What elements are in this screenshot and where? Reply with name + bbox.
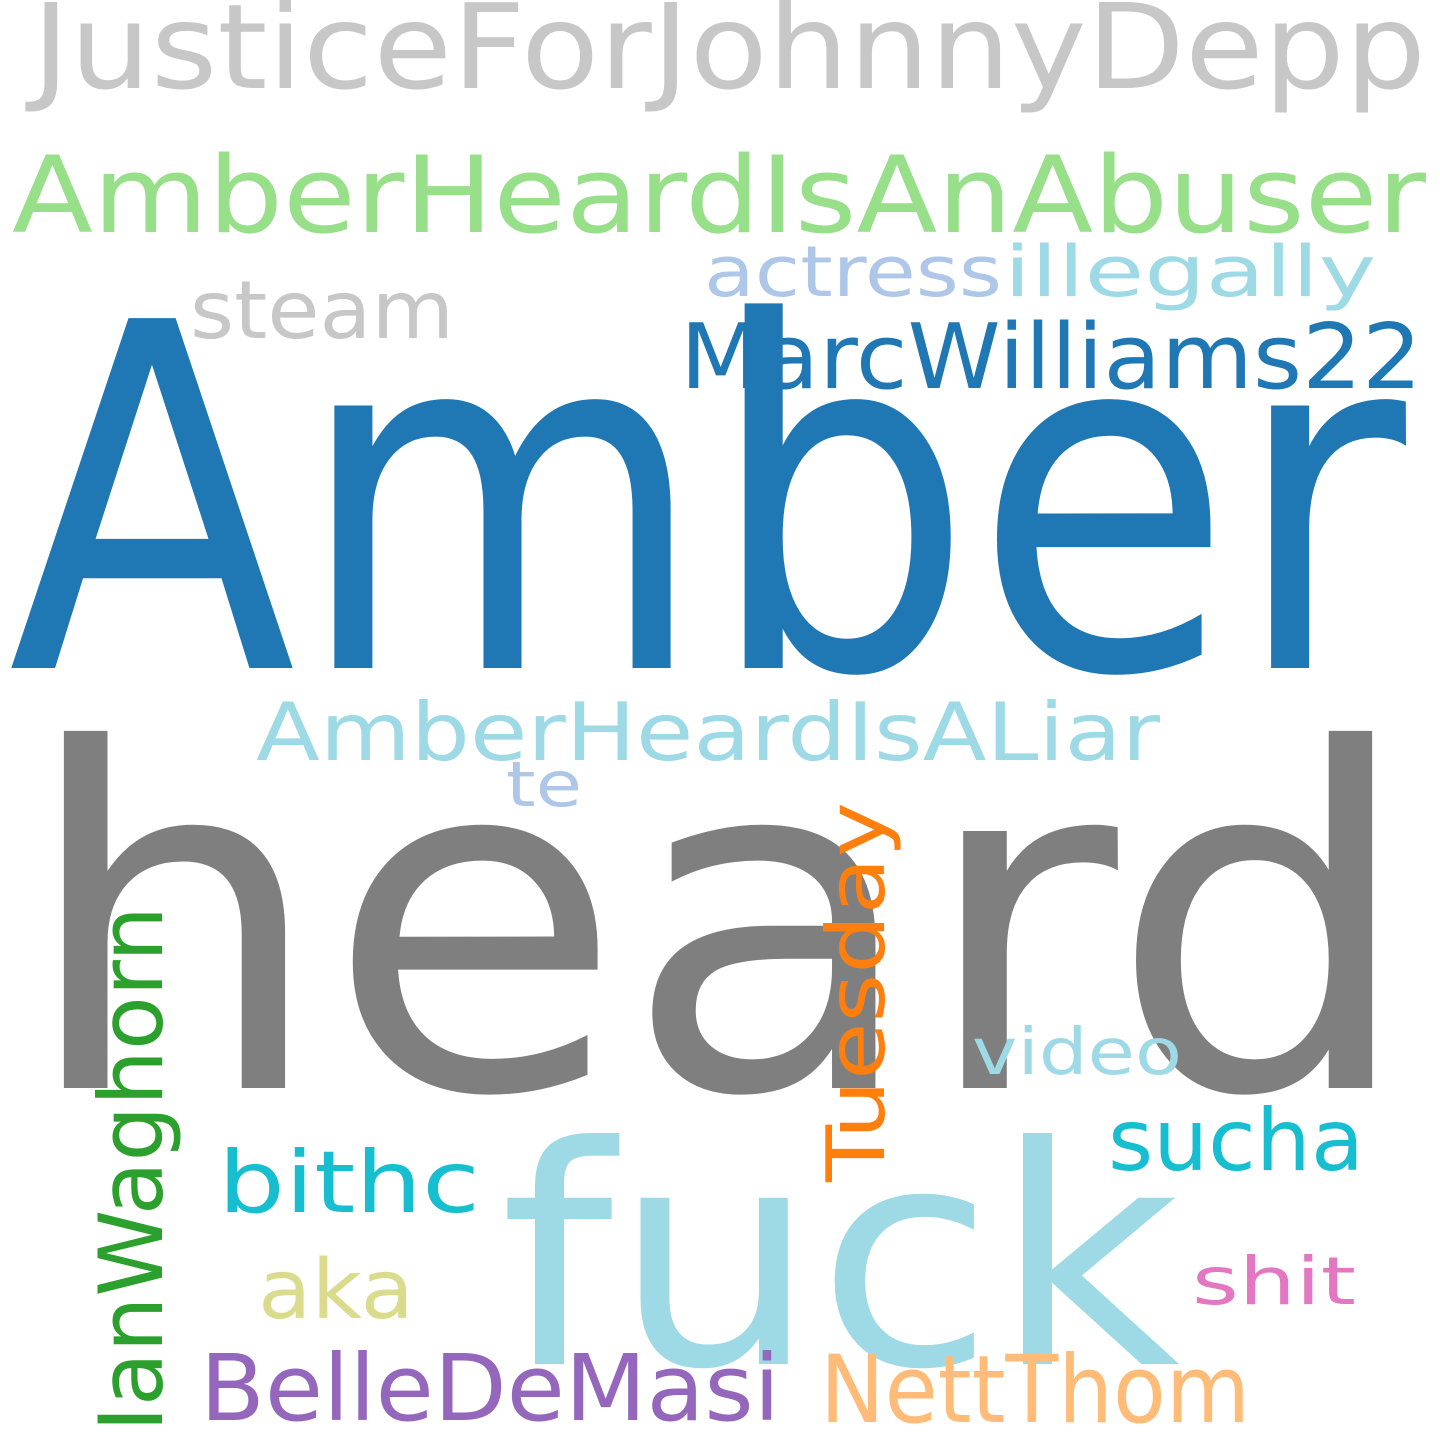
word-nettthom: NettThom — [820, 1336, 1250, 1440]
word-amberheardisanabuser: AmberHeardIsAnAbuser — [12, 134, 1426, 257]
word-amber: Amber — [8, 223, 1411, 782]
word-marcwilliams22: MarcWilliams22 — [680, 305, 1422, 410]
word-belledemasi: BelleDeMasi — [200, 1335, 780, 1440]
word-shit: shit — [1192, 1243, 1356, 1320]
word-actress: actress — [704, 231, 1002, 313]
word-bithc: bithc — [218, 1133, 480, 1233]
word-ianwaghorn: IanWaghorn — [80, 906, 183, 1432]
word-fuck: fuck — [500, 1082, 1180, 1436]
word-aka: aka — [258, 1243, 414, 1338]
word-sucha: sucha — [1108, 1091, 1364, 1191]
word-te: te — [506, 748, 582, 821]
word-tuesday: Tuesday — [810, 802, 903, 1183]
word-heard: heard — [20, 652, 1416, 1199]
word-video: video — [972, 1016, 1182, 1090]
word-justiceforjohnnydepp: JusticeForJohnnyDepp — [24, 0, 1426, 116]
word-illegally: illegally — [1004, 231, 1376, 313]
word-steam: steam — [190, 264, 454, 357]
word-amberheardisaliar: AmberHeardIsALiar — [256, 686, 1160, 779]
